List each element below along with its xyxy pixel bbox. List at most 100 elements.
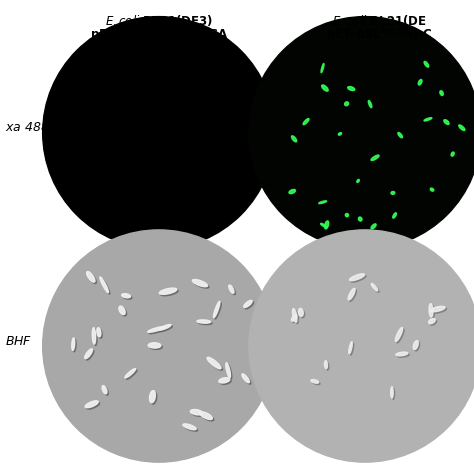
Ellipse shape — [431, 308, 447, 313]
Ellipse shape — [391, 191, 395, 194]
Ellipse shape — [194, 281, 209, 288]
Text: $\it{BHF}$: $\it{BHF}$ — [5, 335, 32, 348]
Ellipse shape — [350, 343, 354, 355]
Ellipse shape — [160, 326, 173, 332]
Ellipse shape — [230, 286, 236, 295]
Ellipse shape — [325, 361, 328, 369]
Ellipse shape — [292, 315, 297, 321]
Ellipse shape — [357, 180, 359, 182]
Ellipse shape — [94, 329, 97, 346]
Ellipse shape — [219, 378, 230, 383]
Ellipse shape — [103, 387, 109, 395]
Ellipse shape — [226, 363, 230, 378]
Ellipse shape — [292, 136, 297, 142]
Text: $\it{E.coli}$ BL21(DE3): $\it{E.coli}$ BL21(DE3) — [105, 13, 213, 28]
Ellipse shape — [430, 305, 434, 319]
Ellipse shape — [373, 285, 379, 292]
Ellipse shape — [345, 102, 348, 106]
Ellipse shape — [415, 342, 419, 351]
Ellipse shape — [243, 375, 251, 384]
Ellipse shape — [430, 306, 445, 312]
Ellipse shape — [122, 294, 130, 298]
Ellipse shape — [87, 402, 100, 409]
Ellipse shape — [424, 118, 432, 121]
Ellipse shape — [207, 357, 221, 369]
Ellipse shape — [413, 341, 418, 349]
Ellipse shape — [200, 412, 212, 419]
Ellipse shape — [300, 310, 305, 318]
Ellipse shape — [397, 354, 409, 357]
Ellipse shape — [88, 273, 96, 283]
Circle shape — [249, 17, 474, 249]
Ellipse shape — [338, 133, 342, 135]
Ellipse shape — [85, 349, 92, 359]
Ellipse shape — [321, 64, 324, 73]
Ellipse shape — [319, 201, 327, 204]
Ellipse shape — [393, 213, 396, 218]
Ellipse shape — [92, 328, 96, 344]
Ellipse shape — [418, 80, 422, 85]
Ellipse shape — [220, 379, 231, 384]
Ellipse shape — [215, 303, 221, 319]
Ellipse shape — [396, 352, 408, 356]
Ellipse shape — [428, 319, 435, 324]
Ellipse shape — [148, 343, 161, 348]
Ellipse shape — [459, 125, 465, 130]
Circle shape — [43, 17, 275, 249]
Ellipse shape — [73, 339, 76, 352]
Ellipse shape — [159, 288, 177, 294]
Ellipse shape — [299, 309, 303, 316]
Ellipse shape — [430, 188, 434, 191]
Ellipse shape — [119, 306, 125, 315]
Ellipse shape — [149, 391, 155, 403]
Text: pET-22b/INPN-$\it{S}$spCA: pET-22b/INPN-$\it{S}$spCA — [90, 26, 228, 43]
Ellipse shape — [289, 190, 295, 194]
Text: pET-ASL$^{tag}$-$\it{S}$spC: pET-ASL$^{tag}$-$\it{S}$spC — [326, 26, 432, 44]
Ellipse shape — [397, 329, 404, 343]
Ellipse shape — [348, 87, 355, 91]
Ellipse shape — [429, 304, 433, 317]
Ellipse shape — [395, 328, 402, 341]
Ellipse shape — [197, 320, 210, 323]
Ellipse shape — [123, 295, 132, 299]
Ellipse shape — [348, 288, 355, 300]
Ellipse shape — [98, 329, 102, 338]
Ellipse shape — [159, 325, 171, 330]
Ellipse shape — [183, 424, 196, 430]
Text: $\it{xa}$ 488: $\it{xa}$ 488 — [5, 121, 49, 135]
Ellipse shape — [97, 328, 101, 337]
Ellipse shape — [184, 425, 198, 431]
Ellipse shape — [87, 272, 95, 282]
Text: $\it{E.coli}$ BL21(DE: $\it{E.coli}$ BL21(DE — [332, 13, 427, 28]
Ellipse shape — [293, 316, 298, 323]
Ellipse shape — [199, 321, 212, 325]
Ellipse shape — [125, 369, 136, 378]
Ellipse shape — [303, 118, 309, 125]
Ellipse shape — [451, 152, 454, 156]
Ellipse shape — [72, 338, 75, 350]
Ellipse shape — [100, 277, 109, 292]
Ellipse shape — [440, 91, 443, 95]
Ellipse shape — [392, 388, 394, 400]
Ellipse shape — [242, 374, 249, 383]
Ellipse shape — [294, 310, 299, 324]
Circle shape — [43, 230, 275, 462]
Ellipse shape — [161, 290, 178, 296]
Ellipse shape — [150, 344, 162, 349]
Ellipse shape — [349, 290, 356, 301]
Ellipse shape — [85, 401, 98, 408]
Ellipse shape — [244, 301, 252, 308]
Ellipse shape — [245, 302, 254, 309]
Ellipse shape — [391, 387, 393, 398]
Ellipse shape — [127, 370, 137, 379]
Ellipse shape — [345, 213, 348, 217]
Ellipse shape — [430, 320, 437, 325]
Ellipse shape — [424, 62, 429, 67]
Ellipse shape — [358, 217, 362, 221]
Ellipse shape — [398, 133, 402, 138]
Ellipse shape — [311, 380, 319, 383]
Ellipse shape — [312, 381, 320, 385]
Ellipse shape — [320, 223, 327, 228]
Ellipse shape — [371, 224, 376, 229]
Ellipse shape — [102, 386, 107, 394]
